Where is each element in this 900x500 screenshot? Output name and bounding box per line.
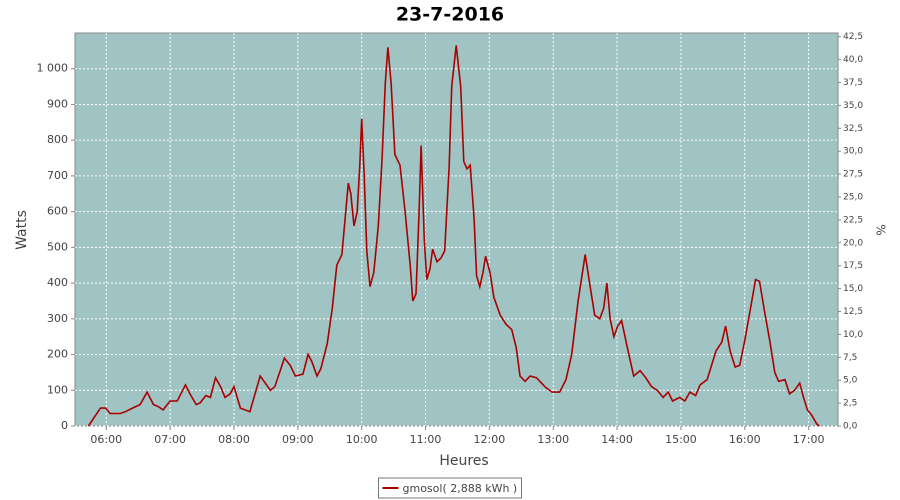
x-tick-label: 13:00	[537, 433, 569, 446]
y-tick-label: 900	[47, 97, 68, 110]
y-tick-label: 400	[47, 276, 68, 289]
y2-tick-label: 2,5	[843, 399, 857, 409]
y2-tick-label: 22,5	[843, 215, 863, 225]
x-tick-label: 07:00	[154, 433, 186, 446]
y2-tick-label: 32,5	[843, 124, 863, 134]
x-tick-label: 11:00	[410, 433, 442, 446]
x-tick-label: 14:00	[601, 433, 633, 446]
y2-tick-label: 25,0	[843, 192, 863, 202]
x-tick-label: 16:00	[729, 433, 761, 446]
x-tick-label: 08:00	[218, 433, 250, 446]
y2-tick-label: 35,0	[843, 101, 863, 111]
y2-tick-label: 30,0	[843, 147, 863, 157]
legend-label: gmosol( 2,888 kWh )	[403, 482, 518, 495]
y2-axis-label: %	[874, 224, 888, 235]
y2-tick-label: 5,0	[843, 376, 858, 386]
y-tick-label: 800	[47, 133, 68, 146]
y2-tick-label: 0,0	[843, 422, 858, 432]
y-tick-label: 1 000	[37, 62, 69, 75]
y-tick-label: 0	[61, 419, 68, 432]
chart-title: 23-7-2016	[396, 4, 504, 26]
y2-tick-label: 27,5	[843, 170, 863, 180]
x-tick-label: 09:00	[282, 433, 314, 446]
y2-tick-label: 40,0	[843, 55, 863, 65]
line-series	[87, 45, 820, 427]
y-tick-label: 500	[47, 240, 68, 253]
y-tick-label: 300	[47, 312, 68, 325]
y-axis-label: Watts	[14, 210, 30, 250]
y-tick-label: 100	[47, 383, 68, 396]
legend-box	[378, 477, 522, 499]
y-tick-label: 600	[47, 205, 68, 218]
y2-tick-label: 7,5	[843, 353, 857, 363]
plot-background	[74, 32, 839, 427]
x-tick-label: 10:00	[346, 433, 378, 446]
x-axis-label: Heures	[439, 453, 488, 469]
x-tick-label: 12:00	[474, 433, 506, 446]
y2-tick-label: 37,5	[843, 78, 863, 88]
y2-tick-label: 17,5	[843, 261, 863, 271]
y2-tick-label: 42,5	[843, 32, 863, 42]
x-tick-label: 06:00	[90, 433, 122, 446]
y2-tick-label: 12,5	[843, 307, 863, 317]
x-tick-label: 17:00	[793, 433, 825, 446]
y2-tick-label: 15,0	[843, 284, 863, 294]
y-tick-label: 700	[47, 169, 68, 182]
y-tick-label: 200	[47, 348, 68, 361]
y2-tick-label: 20,0	[843, 238, 863, 248]
y2-tick-label: 10,0	[843, 330, 863, 340]
x-tick-label: 15:00	[665, 433, 697, 446]
